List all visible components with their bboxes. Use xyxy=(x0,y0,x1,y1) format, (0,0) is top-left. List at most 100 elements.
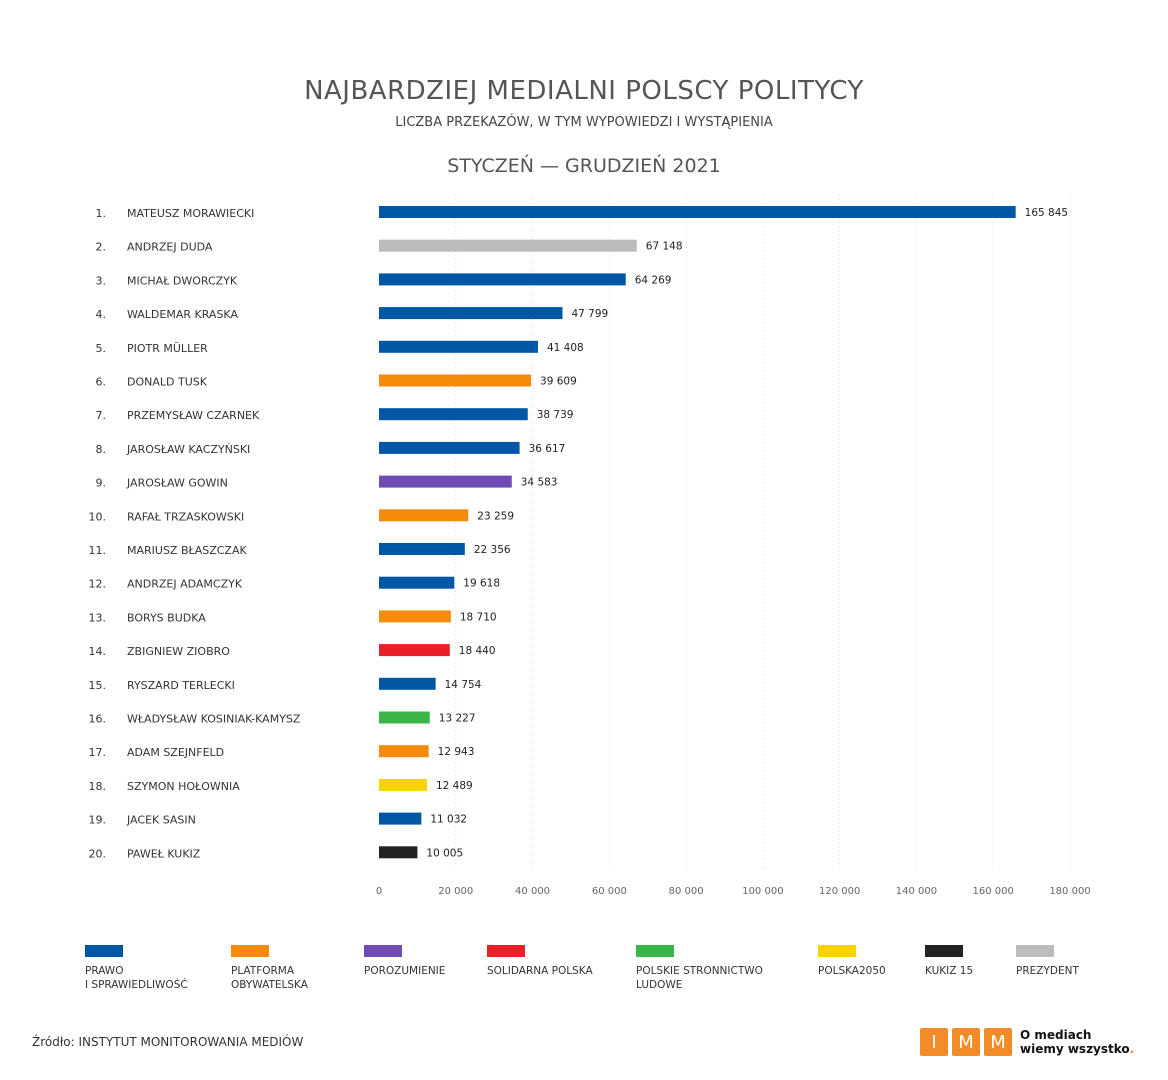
legend-swatch xyxy=(818,945,856,957)
x-tick-label: 40 000 xyxy=(515,886,550,897)
bar xyxy=(379,307,563,320)
legend-item: POLSKIE STRONNICTWO LUDOWE xyxy=(636,945,763,992)
value-label: 39 609 xyxy=(540,376,577,388)
value-label: 18 710 xyxy=(460,611,497,623)
bar xyxy=(379,812,422,825)
rank-label: 12. xyxy=(89,578,107,591)
legend-label: POLSKIE STRONNICTWO LUDOWE xyxy=(636,965,763,991)
rank-label: 2. xyxy=(96,241,107,254)
bar xyxy=(379,543,465,555)
rank-label: 3. xyxy=(96,274,107,287)
value-label: 12 943 xyxy=(438,746,475,758)
politician-label: MICHAŁ DWORCZYK xyxy=(127,274,238,287)
value-label: 34 583 xyxy=(521,477,558,489)
legend-swatch xyxy=(487,945,525,957)
legend-swatch xyxy=(925,945,963,957)
value-label: 38 739 xyxy=(537,409,574,421)
rank-label: 9. xyxy=(96,477,107,490)
politician-label: ANDRZEJ ADAMCZYK xyxy=(127,578,243,591)
bar xyxy=(379,340,538,353)
politician-label: JAROSŁAW GOWIN xyxy=(126,477,228,490)
logo-letter: M xyxy=(984,1028,1012,1056)
chart-title: NAJBARDZIEJ MEDIALNI POLSCY POLITYCY xyxy=(304,76,864,106)
value-label: 165 845 xyxy=(1025,207,1068,219)
legend-item: SOLIDARNA POLSKA xyxy=(487,945,593,978)
bar xyxy=(379,441,520,454)
politician-label: RYSZARD TERLECKI xyxy=(127,679,235,692)
chart-period: STYCZEŃ — GRUDZIEŃ 2021 xyxy=(447,155,721,177)
politician-label: BORYS BUDKA xyxy=(127,611,206,624)
bar xyxy=(379,711,430,724)
x-tick-label: 20 000 xyxy=(438,886,473,897)
rank-label: 5. xyxy=(96,342,107,355)
value-label: 64 269 xyxy=(635,274,672,286)
chart-subtitle: LICZBA PRZEKAZÓW, W TYM WYPOWIEDZI I WYS… xyxy=(395,115,773,130)
legend-item: POROZUMIENIE xyxy=(364,945,445,978)
rank-label: 15. xyxy=(89,679,107,692)
bar xyxy=(379,644,450,657)
bar xyxy=(379,846,418,859)
rank-label: 6. xyxy=(96,376,107,389)
bar xyxy=(379,239,637,252)
x-tick-label: 140 000 xyxy=(896,886,937,897)
bar xyxy=(379,745,429,758)
politician-label: RAFAŁ TRZASKOWSKI xyxy=(127,510,244,523)
legend-label: PRAWO I SPRAWIEDLIWOŚĆ xyxy=(85,965,188,991)
x-tick-label: 100 000 xyxy=(742,886,783,897)
politician-label: DONALD TUSK xyxy=(127,376,208,389)
x-tick-label: 60 000 xyxy=(592,886,627,897)
value-label: 13 227 xyxy=(439,713,476,725)
bar xyxy=(379,610,451,623)
legend-label: POROZUMIENIE xyxy=(364,965,446,977)
value-label: 47 799 xyxy=(571,308,608,320)
value-label: 11 032 xyxy=(430,814,467,826)
bar xyxy=(379,677,436,690)
legend-item: PRAWO I SPRAWIEDLIWOŚĆ xyxy=(85,945,188,992)
value-label: 36 617 xyxy=(529,443,566,455)
value-label: 10 005 xyxy=(426,847,463,859)
value-label: 23 259 xyxy=(477,510,514,522)
logo-letter: M xyxy=(952,1028,980,1056)
bar xyxy=(379,576,455,589)
rank-label: 17. xyxy=(89,746,107,759)
tagline-dot: . xyxy=(1129,1042,1135,1056)
logo-tagline: O mediach wiemy wszystko. xyxy=(1020,1028,1134,1056)
x-tick-label: 120 000 xyxy=(819,886,860,897)
politician-label: JACEK SASIN xyxy=(126,814,196,827)
value-label: 22 356 xyxy=(474,544,511,556)
bar xyxy=(379,509,469,522)
legend-label: POLSKA2050 xyxy=(818,965,886,977)
rank-label: 18. xyxy=(89,780,107,793)
politician-label: PRZEMYSŁAW CZARNEK xyxy=(127,409,260,422)
logo-letter: I xyxy=(920,1028,948,1056)
x-tick-label: 0 xyxy=(376,886,382,897)
bar xyxy=(379,206,1016,218)
politician-label: PAWEŁ KUKIZ xyxy=(127,847,201,860)
rank-label: 13. xyxy=(89,611,107,624)
politician-label: JAROSŁAW KACZYŃSKI xyxy=(126,443,250,456)
rank-label: 16. xyxy=(89,713,107,726)
imm-logo: I M M O mediach wiemy wszystko. xyxy=(920,1028,1134,1056)
legend-swatch xyxy=(231,945,269,957)
legend-swatch xyxy=(636,945,674,957)
bar xyxy=(379,273,626,286)
rank-label: 4. xyxy=(96,308,107,321)
rank-label: 11. xyxy=(89,544,107,557)
bar xyxy=(379,374,532,387)
x-tick-label: 160 000 xyxy=(973,886,1014,897)
legend-swatch xyxy=(364,945,402,957)
legend-label: PLATFORMA OBYWATELSKA xyxy=(231,965,308,991)
legend-label: KUKIZ 15 xyxy=(925,965,974,977)
legend-item: POLSKA2050 xyxy=(818,945,886,978)
tagline-line-1: O mediach xyxy=(1020,1028,1092,1042)
value-label: 41 408 xyxy=(547,342,584,354)
rank-label: 7. xyxy=(96,409,107,422)
rank-label: 8. xyxy=(96,443,107,456)
x-tick-label: 80 000 xyxy=(669,886,704,897)
politician-label: ZBIGNIEW ZIOBRO xyxy=(127,645,230,658)
rank-label: 1. xyxy=(96,207,107,220)
rank-label: 10. xyxy=(89,510,107,523)
bar xyxy=(379,408,528,421)
bar-chart: 0 20 000 40 000 60 000 80 000 100 000 120 000 1… xyxy=(89,195,1091,897)
